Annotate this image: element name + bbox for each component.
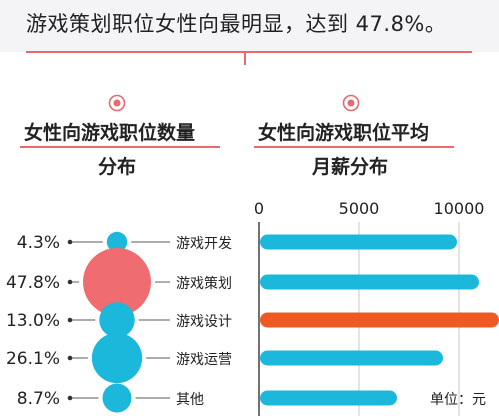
x-tick-label: 5000 [339, 199, 380, 218]
right-section-underline [254, 146, 454, 148]
category-label: 游戏策划 [176, 275, 232, 292]
left-section-title-line1: 女性向游戏职位数量 [24, 122, 196, 144]
guide-line-dot [67, 239, 73, 245]
guide-line-dot [67, 279, 73, 285]
headline-rule-drop [244, 51, 246, 65]
bubble-value-label: 8.7% [17, 389, 60, 409]
bubble-value-label: 4.3% [17, 233, 60, 253]
guide-line-dot [67, 317, 73, 323]
bubble-value-label: 26.1% [6, 349, 60, 369]
bubble-value-label: 13.0% [6, 311, 60, 331]
bubble-value-label: 47.8% [6, 273, 60, 293]
guide-line-dot [67, 355, 73, 361]
bubble-mark [99, 302, 135, 338]
right-section-title-line2: 月薪分布 [312, 156, 389, 178]
bubble-mark [106, 231, 128, 253]
x-tick-label: 0 [254, 199, 264, 218]
x-tick-label: 10000 [434, 199, 485, 218]
bubble-mark [102, 383, 132, 413]
headline: 游戏策划职位女性向最明显，达到 47.8%。 [26, 12, 447, 36]
salary-bar [260, 350, 443, 366]
guide-line-dot [67, 395, 73, 401]
category-label: 游戏运营 [176, 352, 232, 368]
bubble-mark [91, 332, 143, 384]
category-label: 游戏设计 [176, 314, 232, 330]
headline-band [0, 0, 499, 52]
right-section-title-line1: 女性向游戏职位平均 [258, 122, 430, 144]
unit-label: 单位：元 [430, 392, 486, 408]
right-pin-icon [342, 94, 360, 112]
left-section-underline [20, 146, 220, 148]
left-section-title-line2: 分布 [98, 156, 137, 178]
salary-bar [260, 234, 457, 250]
headline-rule [26, 51, 472, 53]
category-label: 游戏开发 [176, 236, 232, 252]
bubble-mark [83, 248, 151, 316]
salary-bar [260, 390, 397, 406]
left-pin-icon [108, 94, 126, 112]
salary-bar [260, 274, 479, 290]
category-label: 其他 [176, 392, 204, 408]
salary-bar [260, 312, 499, 328]
